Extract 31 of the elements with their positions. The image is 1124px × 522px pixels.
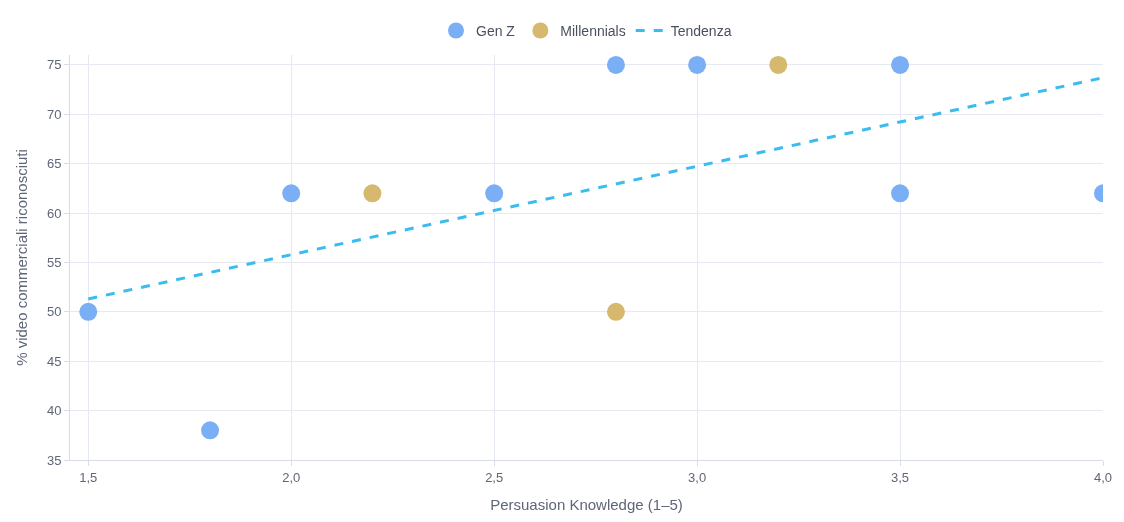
- point: [282, 184, 301, 203]
- point: [79, 302, 98, 321]
- y-tick-label: 35: [46, 452, 62, 468]
- x-tick-label: 4,0: [1093, 469, 1113, 485]
- point: [606, 302, 625, 321]
- point: [769, 55, 788, 74]
- y-tick-label: 60: [46, 205, 62, 221]
- x-tick-label: 3,0: [688, 469, 707, 485]
- x-tick-label: 2,5: [485, 469, 504, 485]
- point: [606, 55, 625, 74]
- legend-label: Gen Z: [476, 22, 516, 39]
- x-tick-label: 3,5: [891, 469, 910, 485]
- point: [485, 184, 504, 203]
- y-tick-label: 75: [46, 57, 62, 73]
- x-axis-title: Persuasion Knowledge (1–5): [490, 495, 683, 513]
- y-axis-title: % video commerciali riconosciuti: [13, 149, 31, 366]
- point: [688, 55, 707, 74]
- point: [891, 55, 910, 74]
- legend-label: Tendenza: [670, 22, 732, 39]
- point: [201, 421, 220, 440]
- point: [363, 184, 382, 203]
- y-tick-label: 45: [46, 353, 62, 369]
- point: [891, 184, 910, 203]
- x-tick-label: 1,5: [79, 469, 98, 485]
- y-tick-label: 65: [46, 156, 62, 172]
- y-tick-label: 50: [46, 304, 62, 320]
- y-tick-label: 55: [46, 254, 62, 270]
- y-tick-label: 40: [46, 403, 62, 419]
- legend-label: Millennials: [560, 22, 626, 39]
- y-tick-label: 70: [46, 106, 62, 122]
- x-tick-label: 2,0: [282, 469, 301, 485]
